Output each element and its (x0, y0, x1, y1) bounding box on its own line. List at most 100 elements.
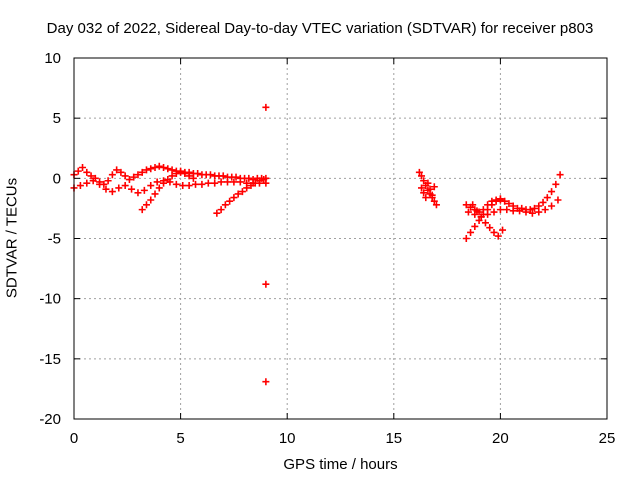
data-point (217, 178, 225, 186)
data-point (247, 182, 255, 190)
y-axis-label: SDTVAR / TECUs (3, 177, 21, 299)
chart-title: Day 032 of 2022, Sidereal Day-to-day VTE… (46, 20, 594, 37)
data-point (138, 206, 146, 214)
data-point (217, 206, 225, 214)
data-point (160, 164, 168, 172)
data-point (486, 224, 494, 232)
data-point (185, 182, 193, 190)
data-point (262, 280, 270, 288)
data-point (255, 177, 263, 185)
data-point (543, 194, 551, 202)
data-point (462, 201, 470, 209)
data-point (108, 171, 116, 179)
data-point (172, 180, 180, 188)
data-point (541, 206, 549, 214)
x-tick-label: 15 (385, 430, 402, 447)
series-cross-arc-down-18-20h (462, 195, 504, 242)
data-point (142, 201, 150, 209)
data-point (204, 179, 212, 187)
data-point (484, 206, 492, 214)
data-point (87, 172, 95, 180)
data-point (490, 208, 498, 216)
data-point (462, 235, 470, 242)
data-point (260, 176, 268, 184)
data-point (422, 194, 430, 202)
data-point (554, 196, 562, 204)
data-point (528, 209, 536, 217)
data-point (125, 176, 133, 184)
x-tick-label: 0 (70, 430, 78, 447)
data-point (221, 201, 229, 209)
data-point (481, 219, 489, 227)
data-point (83, 179, 91, 187)
data-point (151, 190, 159, 198)
data-point (464, 208, 472, 216)
data-point (79, 164, 87, 172)
x-axis-label: GPS time / hours (283, 456, 398, 473)
y-tick-label: -5 (48, 231, 61, 248)
data-point (121, 172, 129, 180)
series-cluster-16h (415, 168, 440, 209)
data-point (160, 179, 168, 187)
data-point (117, 168, 125, 176)
data-point (115, 184, 123, 192)
data-point (262, 378, 270, 386)
data-point (503, 206, 511, 214)
data-point (535, 208, 543, 216)
data-point (168, 166, 176, 174)
data-point (177, 168, 185, 176)
data-point (424, 179, 432, 187)
data-point (531, 204, 539, 212)
data-point (74, 167, 82, 175)
data-point (89, 177, 97, 185)
data-points (70, 103, 564, 386)
series-band-18-23h (462, 171, 564, 216)
data-point (426, 185, 434, 193)
data-point (164, 176, 172, 184)
data-point (155, 162, 163, 170)
data-point (499, 226, 507, 234)
y-tick-label: -15 (39, 351, 61, 368)
data-point (490, 228, 498, 236)
data-point (467, 228, 475, 236)
series-descending-arc-3-5h (138, 168, 197, 214)
data-point (134, 171, 142, 179)
data-point (501, 197, 509, 205)
data-point (102, 185, 110, 193)
grid-layer (74, 58, 607, 419)
data-point (556, 171, 564, 179)
data-point (488, 201, 496, 209)
data-point (232, 173, 240, 181)
series-lower-band-18-23h (464, 196, 562, 221)
data-point (185, 172, 193, 180)
data-point (164, 165, 172, 173)
y-tick-label: -20 (39, 411, 61, 428)
data-point (147, 165, 155, 173)
data-point (418, 184, 426, 192)
data-point (245, 174, 253, 182)
y-tick-label: 10 (44, 50, 61, 67)
data-point (194, 170, 202, 178)
data-point (234, 190, 242, 198)
data-point (496, 195, 504, 203)
data-point (213, 209, 221, 217)
data-point (168, 172, 176, 180)
data-point (415, 168, 423, 176)
data-point (224, 178, 232, 186)
data-point (262, 179, 270, 187)
data-point (548, 202, 556, 210)
data-point (420, 177, 428, 185)
data-point (130, 173, 138, 181)
data-point (142, 166, 150, 174)
series-descending-arc-6-9h (213, 176, 268, 217)
x-tick-label: 10 (279, 430, 296, 447)
data-point (236, 178, 244, 186)
data-point (179, 182, 187, 190)
data-point (471, 222, 479, 230)
data-point (496, 206, 504, 214)
y-tick-label: 0 (53, 170, 61, 187)
data-point (539, 198, 547, 206)
data-point (526, 206, 534, 214)
plot-border (73, 57, 608, 420)
